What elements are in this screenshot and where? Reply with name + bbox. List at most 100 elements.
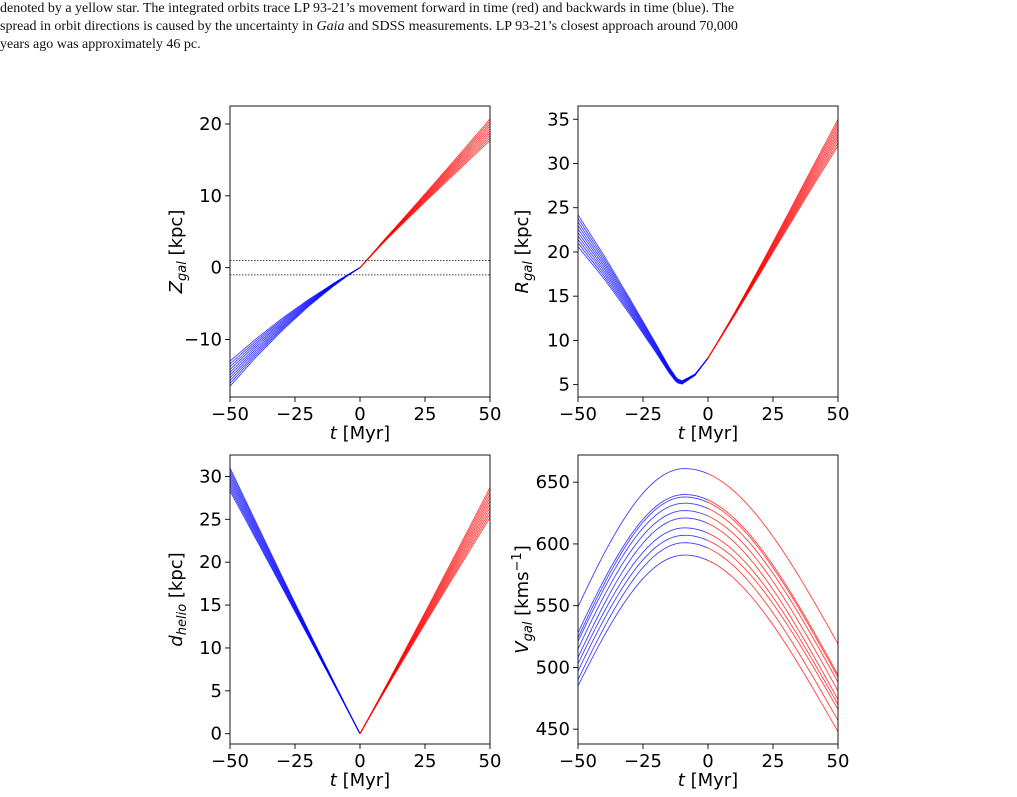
caption-gaia-italic: Gaia — [316, 19, 345, 34]
y-tick-label: 15 — [199, 595, 222, 616]
y-axis-label-unit: [kpc] — [512, 210, 533, 262]
x-axis-label: t [Myr] — [678, 770, 738, 791]
future-orbit-line-9 — [707, 122, 838, 359]
caption-line-2-end: and SDSS measurements. LP 93-21’s closes… — [344, 19, 738, 34]
past-orbit-line-4 — [230, 267, 361, 379]
y-tick-label: 25 — [199, 509, 222, 530]
x-tick-label: 0 — [354, 404, 365, 425]
plot-area — [230, 467, 490, 734]
past-orbit-line-9 — [578, 542, 709, 680]
y-axis-label-subscript: gal — [521, 621, 536, 641]
axes-frame — [229, 454, 491, 745]
y-tick-label: 10 — [199, 638, 222, 659]
y-tick-label: 0 — [211, 258, 222, 279]
panel-4: −50 −25 0 25 50 450 500 550 600 650 t [Myr] Vgal [k… — [510, 454, 849, 791]
future-orbit-line-10 — [359, 118, 490, 268]
future-orbit-line-5 — [707, 515, 838, 692]
past-orbit-line-9 — [578, 218, 709, 382]
y-tick-label: 30 — [199, 466, 222, 487]
x-axis-label: t [Myr] — [330, 770, 390, 791]
x-tick-label: 0 — [702, 404, 713, 425]
future-orbit-line-2 — [707, 499, 838, 676]
y-axis-label-subscript: helio — [175, 604, 190, 635]
x-tick-label: 50 — [479, 404, 502, 425]
y-axis-label: Rgal [kpc] — [512, 210, 536, 294]
past-orbit-line-2 — [578, 242, 709, 385]
axes-frame — [577, 105, 839, 398]
x-axis-label: t [Myr] — [330, 423, 390, 444]
plot-area — [578, 468, 838, 732]
y-axis-label-symbol: d — [166, 635, 187, 647]
past-orbit-line-2 — [578, 494, 709, 634]
past-orbit-line-4 — [578, 235, 709, 384]
x-axis-label-symbol: t — [678, 423, 686, 444]
y-axis-label-unit: [kms — [512, 571, 533, 621]
x-tick-label: 25 — [762, 751, 785, 772]
panel-3: −50 −25 0 25 50 0 5 10 15 20 25 30 t [Myr] dhelio [kp… — [166, 454, 502, 791]
future-orbit-line-6 — [707, 523, 838, 700]
x-axis-label-symbol: t — [330, 770, 338, 791]
y-tick-label: 25 — [547, 198, 570, 219]
x-tick-label: 50 — [827, 404, 850, 425]
x-tick-label: −50 — [559, 404, 597, 425]
future-orbit-line-1 — [359, 140, 490, 268]
x-tick-label: 25 — [762, 404, 785, 425]
y-axis-label-subscript: gal — [175, 261, 190, 281]
future-orbit-line-1 — [707, 473, 838, 645]
x-axis-label-symbol: t — [678, 770, 686, 791]
x-tick-label: −50 — [559, 751, 597, 772]
future-orbit-line-8 — [707, 540, 838, 710]
y-axis-label-unit: [kpc] — [166, 552, 187, 604]
past-orbit-line-3 — [230, 267, 361, 381]
caption-line-2: spread in orbit directions is caused by … — [0, 18, 1000, 36]
x-axis-label-unit: [Myr] — [337, 770, 390, 791]
y-axis-label-unit: [kpc] — [166, 210, 187, 262]
future-orbit-line-2 — [359, 137, 490, 268]
x-axis-label-symbol: t — [330, 423, 338, 444]
y-tick-label: 550 — [536, 596, 570, 617]
future-orbit-line-7 — [707, 532, 838, 705]
y-axis-label: Zgal [kpc] — [166, 210, 190, 295]
future-orbit-line-10 — [707, 119, 838, 359]
figure-caption: denoted by a yellow star. The integrated… — [0, 0, 1000, 54]
panel-1: −50 −25 0 25 50 −10 0 10 20 t [Myr] Zgal [kpc] — [166, 105, 502, 444]
y-tick-label: 600 — [536, 534, 570, 555]
y-tick-label: 10 — [199, 186, 222, 207]
y-axis-label-symbol: V — [512, 640, 533, 654]
past-orbit-line-1 — [578, 468, 709, 608]
x-axis-label: t [Myr] — [678, 423, 738, 444]
y-tick-label: 20 — [547, 242, 570, 263]
x-tick-label: 50 — [479, 751, 502, 772]
panel-2: −50 −25 0 25 50 5 10 15 20 25 30 35 t [Myr] Rgal [kpc… — [512, 105, 850, 444]
past-orbit-line-5 — [578, 510, 709, 650]
caption-line-1: denoted by a yellow star. The integrated… — [0, 1, 735, 16]
future-orbit-line-10 — [707, 560, 838, 732]
y-tick-label: 650 — [536, 472, 570, 493]
future-orbit-line-1 — [359, 517, 490, 734]
x-tick-label: −25 — [276, 751, 314, 772]
past-orbit-line-3 — [578, 496, 709, 638]
y-tick-label: 15 — [547, 286, 570, 307]
x-tick-label: 0 — [354, 751, 365, 772]
y-tick-label: 500 — [536, 657, 570, 678]
x-tick-label: 0 — [702, 751, 713, 772]
past-orbit-line-6 — [230, 267, 361, 373]
y-tick-label: 5 — [559, 375, 570, 396]
past-orbit-line-3 — [578, 239, 709, 384]
axes-frame — [577, 454, 839, 745]
y-axis-label-symbol: Z — [166, 280, 187, 294]
future-orbit-line-3 — [707, 501, 838, 678]
x-tick-label: −25 — [624, 404, 662, 425]
y-axis-label-symbol: R — [512, 281, 533, 294]
y-tick-label: 5 — [211, 681, 222, 702]
y-tick-label: 20 — [199, 552, 222, 573]
axes-frame — [229, 105, 491, 398]
y-tick-label: −10 — [184, 330, 222, 351]
x-tick-label: 25 — [414, 404, 437, 425]
past-orbit-line-10 — [578, 214, 709, 382]
future-orbit-line-9 — [707, 547, 838, 721]
past-orbit-line-5 — [578, 232, 709, 384]
x-tick-label: −25 — [624, 751, 662, 772]
past-orbit-line-5 — [230, 267, 361, 376]
